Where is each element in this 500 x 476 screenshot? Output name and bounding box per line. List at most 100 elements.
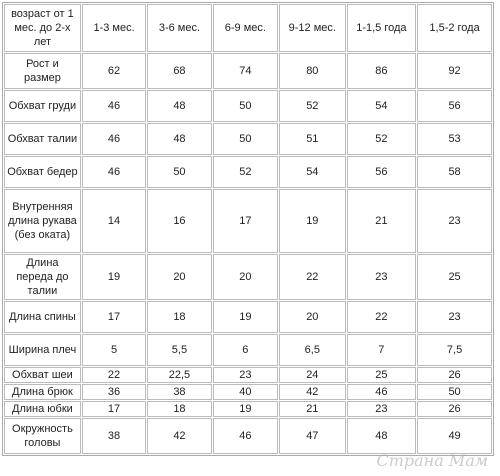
cell: 9-12 мес.: [279, 4, 346, 52]
cell: 6,5: [279, 334, 346, 366]
cell: 24: [279, 367, 346, 383]
table-row: Обхват бедер 46 50 52 54 56 58: [4, 156, 492, 188]
cell: 58: [417, 156, 492, 188]
cell: 54: [279, 156, 346, 188]
cell: 46: [81, 123, 147, 155]
table-body: возраст от 1 мес. до 2-х лет 1-3 мес. 3-6 …: [4, 4, 492, 454]
row-label: Длина брюк: [4, 384, 81, 400]
cell: 23: [346, 401, 417, 417]
cell: 74: [212, 53, 279, 89]
cell: 50: [212, 90, 279, 122]
cell: 48: [147, 90, 212, 122]
cell: 50: [147, 156, 212, 188]
cell: 21: [346, 189, 417, 253]
row-label: Рост и размер: [4, 53, 81, 89]
cell: 56: [346, 156, 417, 188]
cell: 26: [417, 367, 492, 383]
cell: 17: [212, 189, 279, 253]
cell: 19: [212, 301, 279, 333]
row-label: Обхват талии: [4, 123, 81, 155]
row-label: Ширина плеч: [4, 334, 81, 366]
row-label: Обхват груди: [4, 90, 81, 122]
cell: 68: [147, 53, 212, 89]
table-row: Обхват груди 46 48 50 52 54 56: [4, 90, 492, 122]
cell: 40: [212, 384, 279, 400]
cell: 19: [81, 254, 147, 300]
cell: 62: [81, 53, 147, 89]
cell: 56: [417, 90, 492, 122]
table-row: Длина юбки 17 18 19 21 23 26: [4, 401, 492, 417]
cell: 48: [346, 418, 417, 454]
cell: 16: [147, 189, 212, 253]
cell: 36: [81, 384, 147, 400]
cell: 52: [346, 123, 417, 155]
cell: 51: [279, 123, 346, 155]
cell: 46: [81, 156, 147, 188]
cell: 38: [147, 384, 212, 400]
cell: 18: [147, 401, 212, 417]
cell: 6-9 мес.: [212, 4, 279, 52]
cell: 18: [147, 301, 212, 333]
cell: 3-6 мес.: [147, 4, 212, 52]
cell: 47: [279, 418, 346, 454]
cell: 38: [81, 418, 147, 454]
table-row: Длина спины 17 18 19 20 22 23: [4, 301, 492, 333]
row-label: Окружность головы: [4, 418, 81, 454]
cell: 25: [346, 367, 417, 383]
watermark: Страна Мам: [376, 451, 488, 470]
cell: 23: [346, 254, 417, 300]
cell: 42: [279, 384, 346, 400]
cell: 42: [147, 418, 212, 454]
cell: 6: [212, 334, 279, 366]
row-label: Обхват шеи: [4, 367, 81, 383]
table-row: Обхват шеи 22 22,5 23 24 25 26: [4, 367, 492, 383]
cell: 20: [279, 301, 346, 333]
cell: 23: [212, 367, 279, 383]
table-row: Рост и размер 62 68 74 80 86 92: [4, 53, 492, 89]
size-table: возраст от 1 мес. до 2-х лет 1-3 мес. 3-6 …: [2, 2, 494, 456]
cell: 23: [417, 189, 492, 253]
table-row: возраст от 1 мес. до 2-х лет 1-3 мес. 3-6 …: [4, 4, 492, 52]
cell: 53: [417, 123, 492, 155]
row-label: Внутренняя длина рукава (без оката): [4, 189, 81, 253]
cell: 80: [279, 53, 346, 89]
table-row: Ширина плеч 5 5,5 6 6,5 7 7,5: [4, 334, 492, 366]
cell: 5,5: [147, 334, 212, 366]
cell: 17: [81, 401, 147, 417]
cell: 22: [346, 301, 417, 333]
cell: 49: [417, 418, 492, 454]
table-row: Внутренняя длина рукава (без оката) 14 16 1…: [4, 189, 492, 253]
cell: 1-3 мес.: [81, 4, 147, 52]
cell: 50: [212, 123, 279, 155]
cell: 1-1,5 года: [346, 4, 417, 52]
cell: 19: [279, 189, 346, 253]
cell: 22,5: [147, 367, 212, 383]
cell: 20: [212, 254, 279, 300]
cell: 54: [346, 90, 417, 122]
cell: 52: [212, 156, 279, 188]
row-label: Длина спины: [4, 301, 81, 333]
cell: 7: [346, 334, 417, 366]
cell: 48: [147, 123, 212, 155]
row-label: Длина юбки: [4, 401, 81, 417]
cell: 14: [81, 189, 147, 253]
cell: 19: [212, 401, 279, 417]
row-label: Обхват бедер: [4, 156, 81, 188]
row-label: Длина переда до талии: [4, 254, 81, 300]
table-row: Обхват талии 46 48 50 51 52 53: [4, 123, 492, 155]
row-label: возраст от 1 мес. до 2-х лет: [4, 4, 81, 52]
table-row: Длина брюк 36 38 40 42 46 50: [4, 384, 492, 400]
cell: 22: [81, 367, 147, 383]
cell: 52: [279, 90, 346, 122]
cell: 46: [346, 384, 417, 400]
cell: 46: [81, 90, 147, 122]
cell: 86: [346, 53, 417, 89]
table-row: Окружность головы 38 42 46 47 48 49: [4, 418, 492, 454]
cell: 20: [147, 254, 212, 300]
cell: 5: [81, 334, 147, 366]
cell: 46: [212, 418, 279, 454]
cell: 26: [417, 401, 492, 417]
cell: 25: [417, 254, 492, 300]
cell: 92: [417, 53, 492, 89]
